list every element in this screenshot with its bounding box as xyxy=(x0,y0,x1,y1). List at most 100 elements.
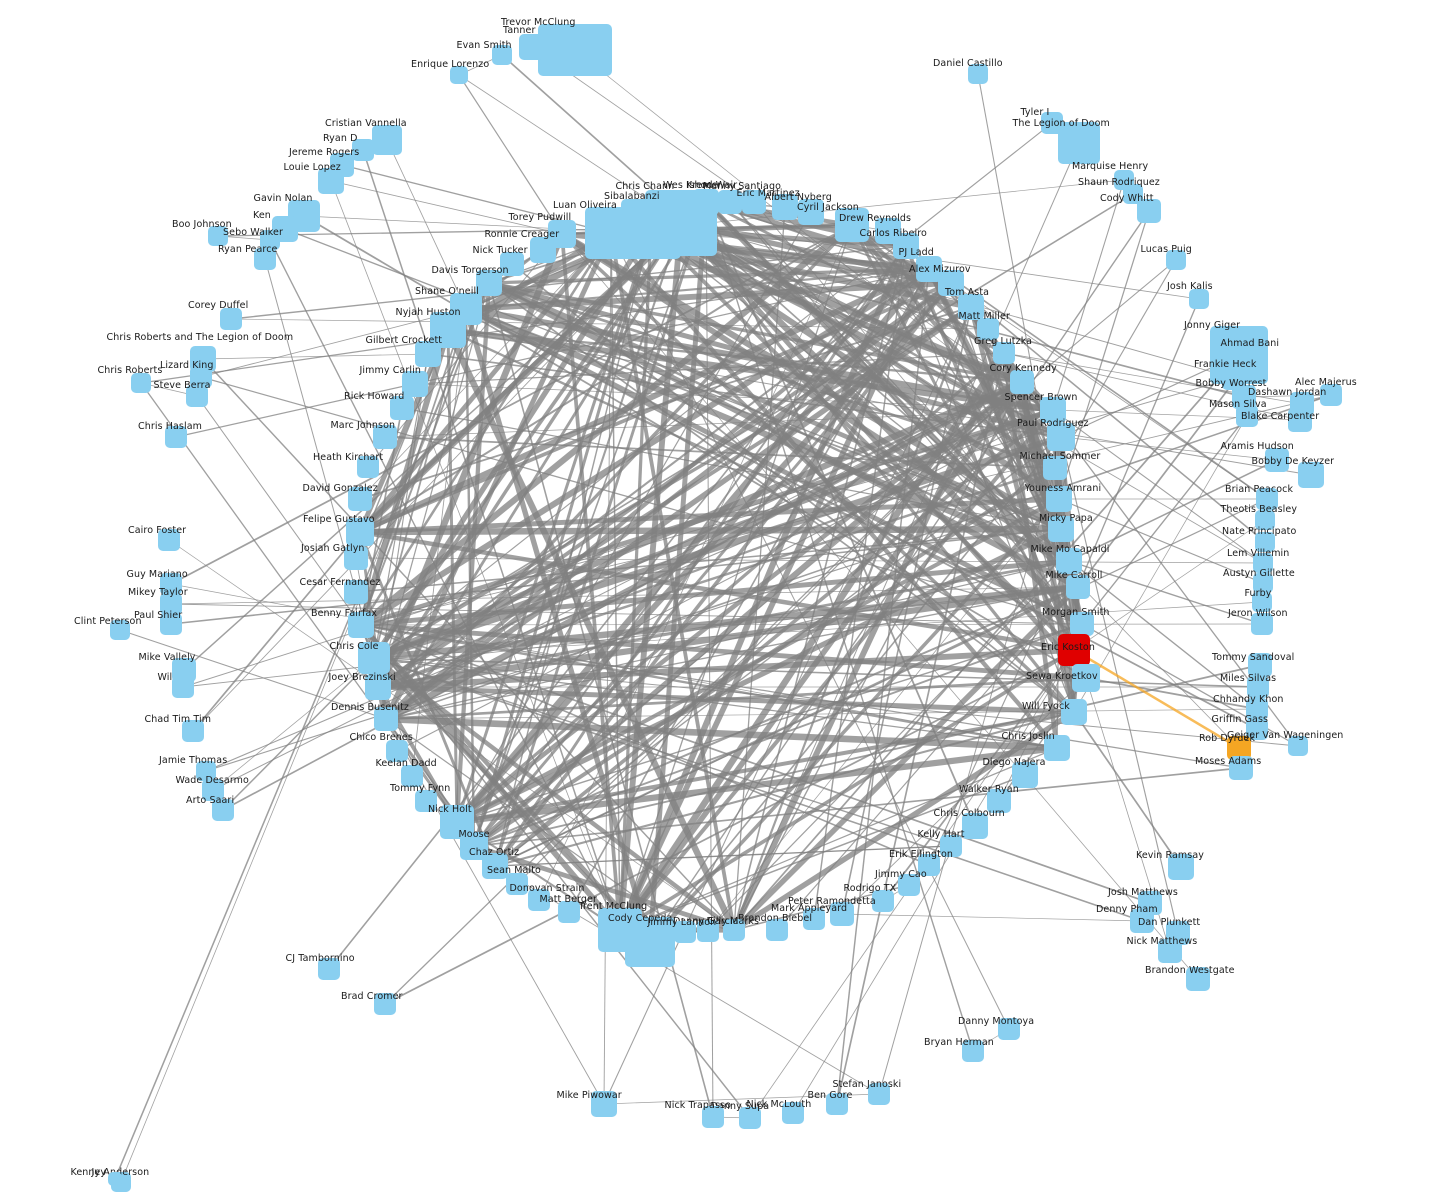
graph-node[interactable] xyxy=(344,580,368,604)
graph-node[interactable] xyxy=(742,190,766,214)
graph-node[interactable] xyxy=(1058,122,1100,164)
graph-node[interactable] xyxy=(739,1107,761,1129)
graph-node[interactable] xyxy=(916,256,942,282)
graph-node[interactable] xyxy=(390,396,414,420)
graph-node[interactable] xyxy=(766,919,788,941)
graph-node[interactable] xyxy=(918,854,940,876)
graph-node[interactable] xyxy=(1247,676,1269,698)
graph-node[interactable] xyxy=(1012,762,1038,788)
graph-node[interactable] xyxy=(365,674,391,700)
graph-node[interactable] xyxy=(977,318,999,340)
graph-node[interactable] xyxy=(348,487,372,511)
graph-node[interactable] xyxy=(318,958,340,980)
graph-node[interactable] xyxy=(344,546,368,570)
graph-node[interactable] xyxy=(160,573,182,595)
graph-node[interactable] xyxy=(372,125,402,155)
graph-node[interactable] xyxy=(1058,634,1090,666)
graph-node[interactable] xyxy=(625,917,675,967)
graph-node[interactable] xyxy=(1320,384,1342,406)
graph-node[interactable] xyxy=(1043,456,1067,480)
graph-node[interactable] xyxy=(1229,756,1253,780)
graph-node[interactable] xyxy=(530,237,556,263)
graph-node[interactable] xyxy=(1061,699,1087,725)
graph-node[interactable] xyxy=(348,612,374,638)
graph-node[interactable] xyxy=(1288,736,1308,756)
graph-node[interactable] xyxy=(260,230,280,250)
graph-node[interactable] xyxy=(987,789,1011,813)
graph-node[interactable] xyxy=(346,518,374,546)
graph-node[interactable] xyxy=(492,45,512,65)
graph-node[interactable] xyxy=(374,993,396,1015)
graph-node[interactable] xyxy=(1236,405,1258,427)
graph-node[interactable] xyxy=(1041,112,1063,134)
graph-node[interactable] xyxy=(386,740,408,762)
graph-node[interactable] xyxy=(1158,939,1182,963)
graph-node[interactable] xyxy=(674,921,696,943)
graph-node[interactable] xyxy=(1047,423,1075,451)
graph-node[interactable] xyxy=(220,308,242,330)
graph-node[interactable] xyxy=(202,779,224,801)
graph-node[interactable] xyxy=(1253,553,1273,573)
graph-node[interactable] xyxy=(415,790,437,812)
graph-node[interactable] xyxy=(1255,532,1275,552)
graph-node[interactable] xyxy=(803,908,825,930)
graph-node[interactable] xyxy=(160,613,182,635)
graph-node[interactable] xyxy=(373,425,397,449)
graph-node[interactable] xyxy=(1253,573,1273,593)
graph-node[interactable] xyxy=(898,874,920,896)
graph-node[interactable] xyxy=(1246,718,1268,740)
graph-node[interactable] xyxy=(1130,909,1154,933)
graph-node[interactable] xyxy=(1166,250,1186,270)
graph-node[interactable] xyxy=(558,901,580,923)
graph-node[interactable] xyxy=(868,1083,890,1105)
graph-node[interactable] xyxy=(798,199,824,225)
graph-node[interactable] xyxy=(1070,612,1094,636)
graph-node[interactable] xyxy=(1255,510,1275,530)
graph-node[interactable] xyxy=(1186,967,1210,991)
graph-node[interactable] xyxy=(108,1172,122,1186)
graph-node[interactable] xyxy=(962,1040,984,1062)
graph-node[interactable] xyxy=(415,341,441,367)
graph-node[interactable] xyxy=(1066,575,1090,599)
graph-node[interactable] xyxy=(1189,289,1209,309)
graph-node[interactable] xyxy=(826,1093,848,1115)
graph-node[interactable] xyxy=(872,890,894,912)
graph-node[interactable] xyxy=(968,64,988,84)
graph-node[interactable] xyxy=(998,1018,1020,1040)
graph-node[interactable] xyxy=(702,1106,724,1128)
graph-node[interactable] xyxy=(538,24,612,76)
graph-node[interactable] xyxy=(835,208,869,242)
graph-node[interactable] xyxy=(374,707,398,731)
graph-node[interactable] xyxy=(110,620,130,640)
graph-node[interactable] xyxy=(993,342,1015,364)
graph-node[interactable] xyxy=(158,529,180,551)
graph-node[interactable] xyxy=(723,919,745,941)
graph-node[interactable] xyxy=(1044,735,1070,761)
graph-node[interactable] xyxy=(1040,397,1066,423)
graph-node[interactable] xyxy=(190,366,212,388)
graph-node[interactable] xyxy=(1246,698,1268,720)
graph-node[interactable] xyxy=(358,642,390,674)
graph-node[interactable] xyxy=(131,373,151,393)
graph-node[interactable] xyxy=(160,593,182,615)
graph-node[interactable] xyxy=(1256,488,1278,510)
graph-node[interactable] xyxy=(1056,548,1082,574)
graph-node[interactable] xyxy=(1168,854,1194,880)
graph-node[interactable] xyxy=(401,765,423,787)
graph-node[interactable] xyxy=(208,226,228,246)
graph-node[interactable] xyxy=(1046,486,1072,512)
graph-node[interactable] xyxy=(500,252,524,276)
graph-node[interactable] xyxy=(196,761,216,781)
graph-node[interactable] xyxy=(506,873,528,895)
graph-node[interactable] xyxy=(938,270,964,296)
graph-node[interactable] xyxy=(697,920,719,942)
graph-node[interactable] xyxy=(182,720,204,742)
graph-node[interactable] xyxy=(1251,613,1273,635)
graph-node[interactable] xyxy=(591,1091,617,1117)
graph-node[interactable] xyxy=(1298,462,1324,488)
graph-node[interactable] xyxy=(476,270,502,296)
graph-node[interactable] xyxy=(1248,653,1272,677)
graph-node[interactable] xyxy=(528,889,550,911)
graph-node[interactable] xyxy=(893,233,919,259)
